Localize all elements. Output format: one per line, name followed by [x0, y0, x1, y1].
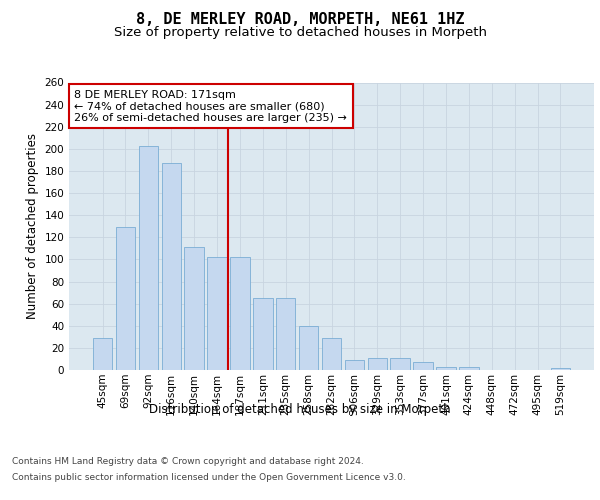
Bar	[230, 257, 250, 370]
Bar	[368, 358, 387, 370]
Bar	[436, 366, 455, 370]
Bar	[276, 298, 295, 370]
Bar	[322, 338, 341, 370]
Bar	[184, 248, 204, 370]
Bar	[93, 338, 112, 370]
Bar	[208, 257, 227, 370]
Bar	[161, 163, 181, 370]
Bar	[459, 366, 479, 370]
Bar	[344, 360, 364, 370]
Text: 8, DE MERLEY ROAD, MORPETH, NE61 1HZ: 8, DE MERLEY ROAD, MORPETH, NE61 1HZ	[136, 12, 464, 28]
Bar	[253, 298, 272, 370]
Bar	[551, 368, 570, 370]
Text: Contains HM Land Registry data © Crown copyright and database right 2024.: Contains HM Land Registry data © Crown c…	[12, 458, 364, 466]
Bar	[116, 228, 135, 370]
Text: Contains public sector information licensed under the Open Government Licence v3: Contains public sector information licen…	[12, 472, 406, 482]
Text: Size of property relative to detached houses in Morpeth: Size of property relative to detached ho…	[113, 26, 487, 39]
Bar	[139, 146, 158, 370]
Bar	[413, 362, 433, 370]
Text: 8 DE MERLEY ROAD: 171sqm
← 74% of detached houses are smaller (680)
26% of semi-: 8 DE MERLEY ROAD: 171sqm ← 74% of detach…	[74, 90, 347, 123]
Bar	[391, 358, 410, 370]
Y-axis label: Number of detached properties: Number of detached properties	[26, 133, 39, 320]
Text: Distribution of detached houses by size in Morpeth: Distribution of detached houses by size …	[149, 402, 451, 415]
Bar	[299, 326, 319, 370]
